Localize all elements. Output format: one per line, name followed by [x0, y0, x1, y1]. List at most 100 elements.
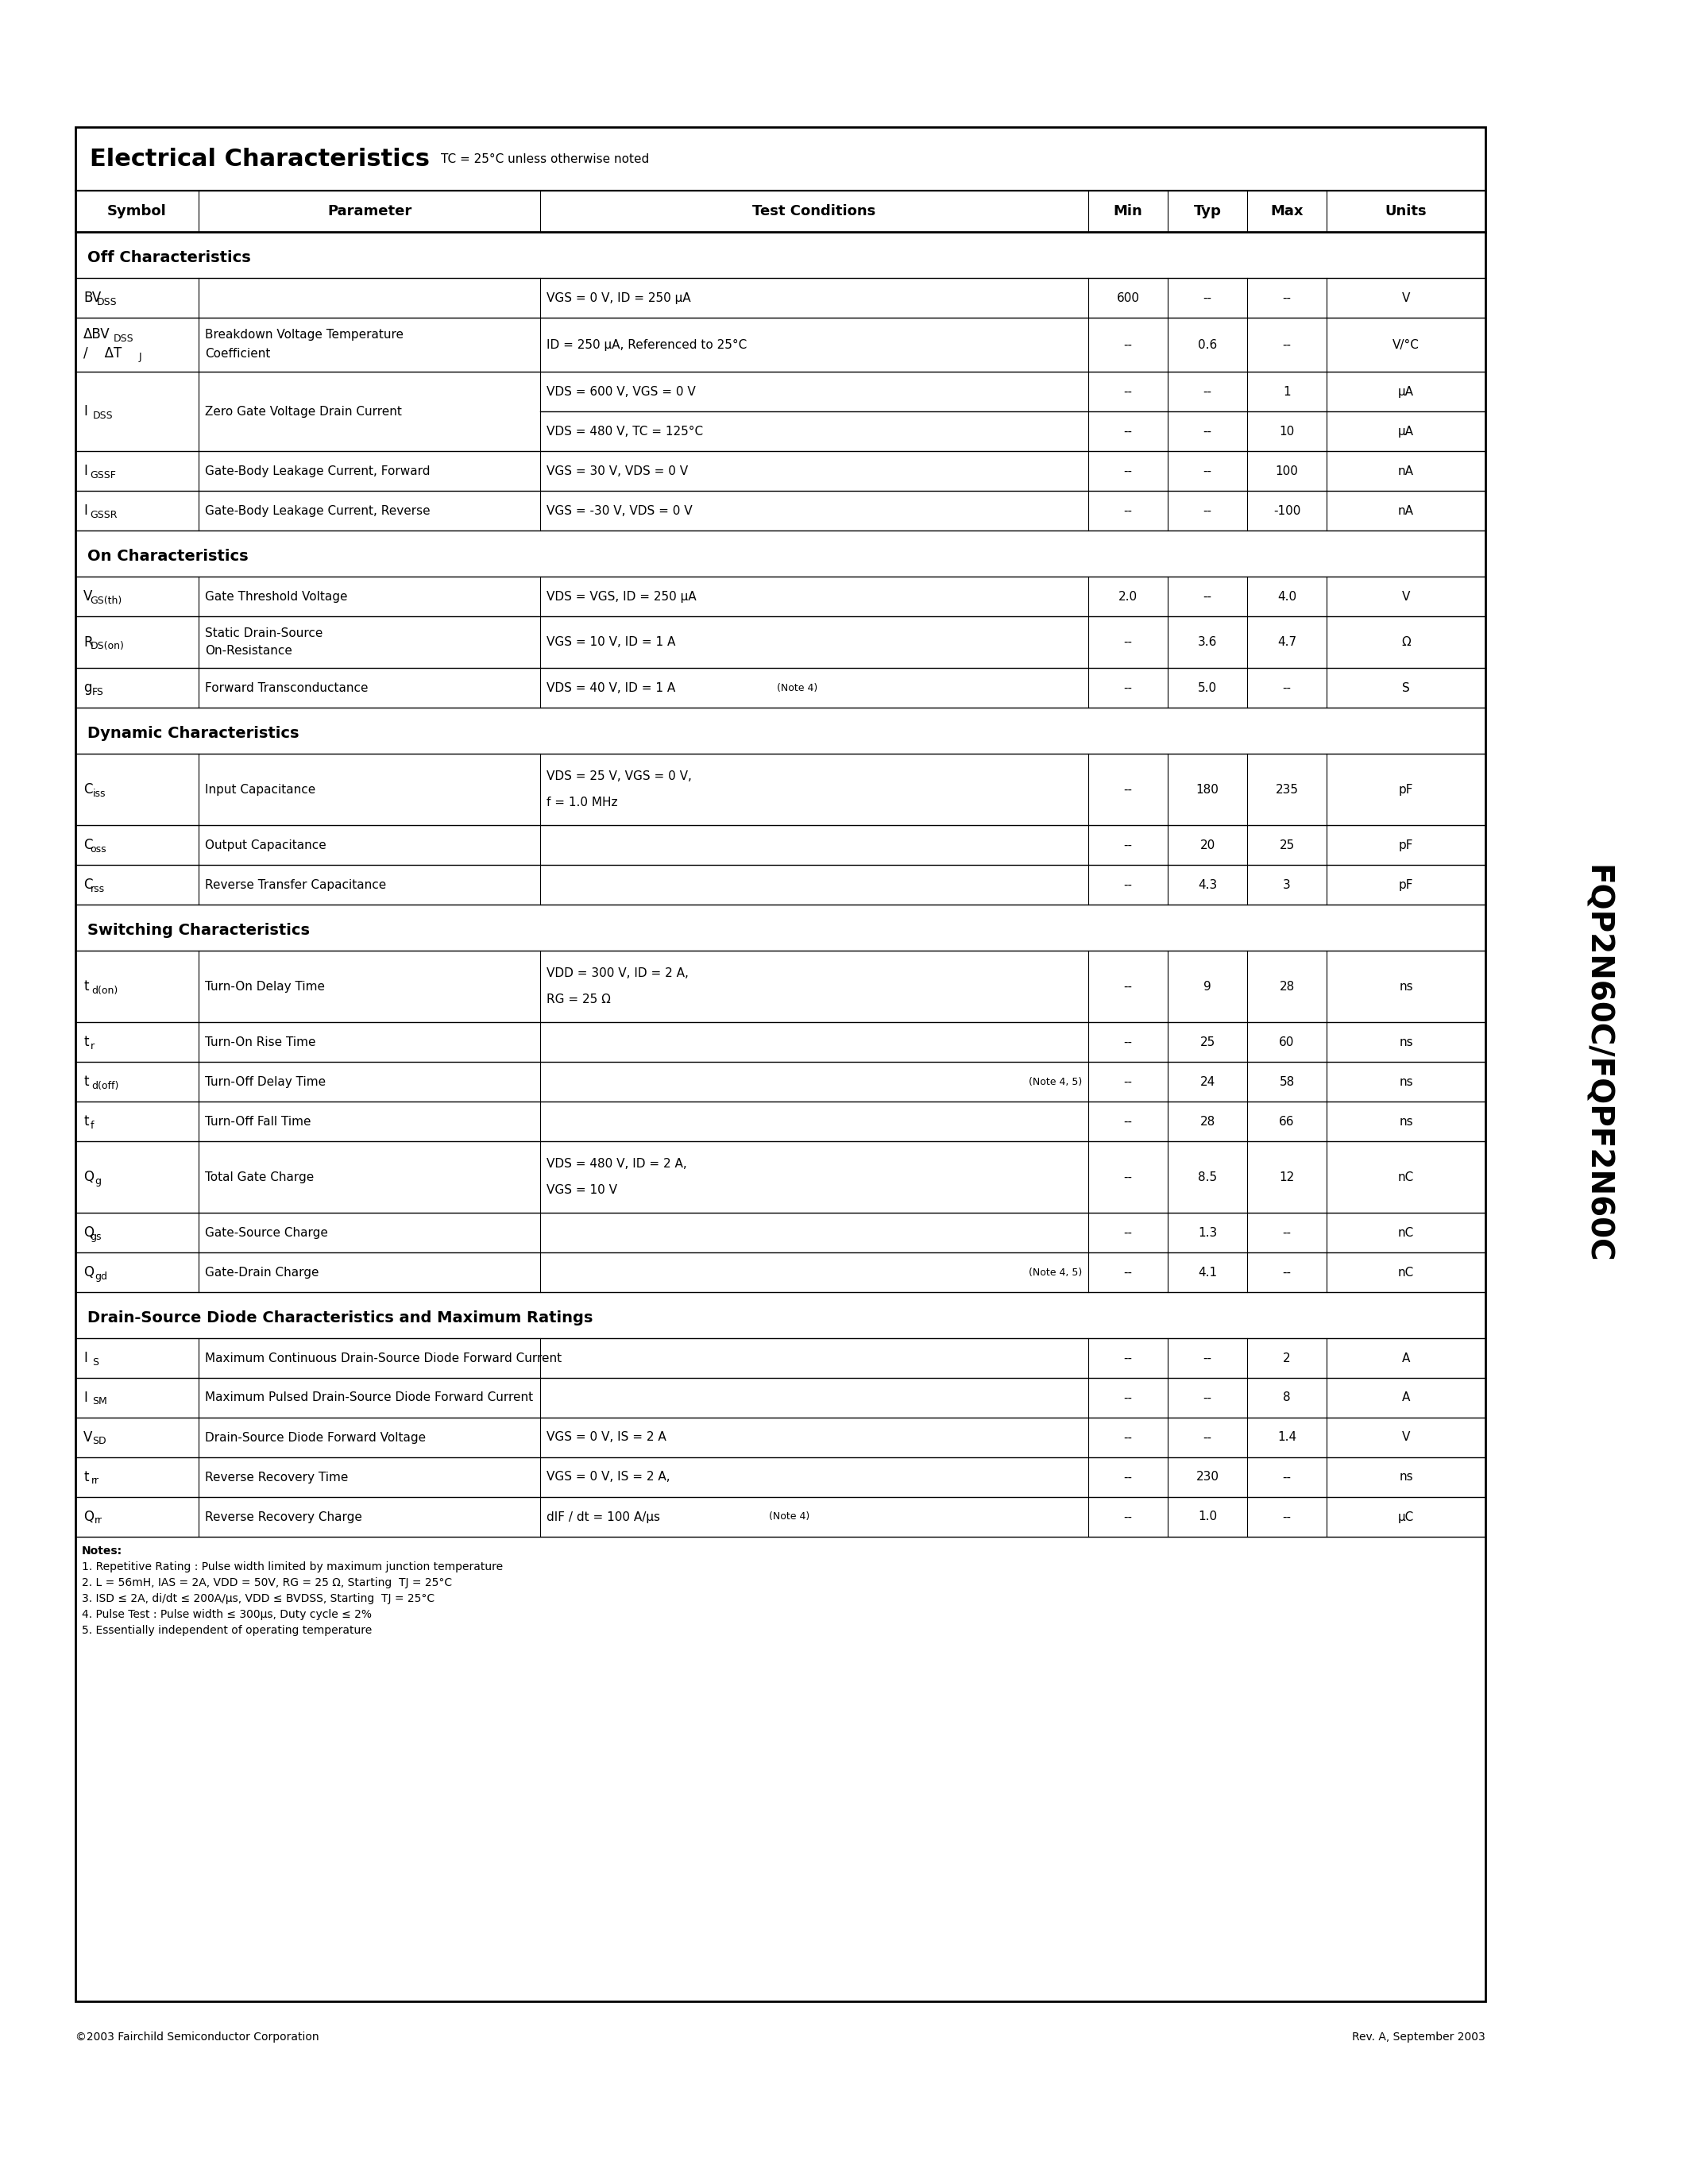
Text: --: --	[1124, 1511, 1133, 1522]
Text: 4. Pulse Test : Pulse width ≤ 300μs, Duty cycle ≤ 2%: 4. Pulse Test : Pulse width ≤ 300μs, Dut…	[81, 1610, 371, 1621]
Text: ns: ns	[1399, 1116, 1413, 1127]
Text: I: I	[83, 1352, 88, 1365]
Text: pF: pF	[1399, 839, 1413, 852]
Text: --: --	[1124, 426, 1133, 437]
Text: --: --	[1124, 636, 1133, 649]
Text: 2. L = 56mH, IAS = 2A, VDD = 50V, RG = 25 Ω, Starting  TJ = 25°C: 2. L = 56mH, IAS = 2A, VDD = 50V, RG = 2…	[81, 1577, 452, 1588]
Text: Turn-Off Delay Time: Turn-Off Delay Time	[204, 1077, 326, 1088]
Text: Turn-On Delay Time: Turn-On Delay Time	[204, 981, 324, 992]
Text: 1.3: 1.3	[1198, 1227, 1217, 1238]
Text: Maximum Pulsed Drain-Source Diode Forward Current: Maximum Pulsed Drain-Source Diode Forwar…	[204, 1391, 533, 1404]
Text: Input Capacitance: Input Capacitance	[204, 784, 316, 795]
Text: --: --	[1204, 1431, 1212, 1444]
Text: --: --	[1124, 1472, 1133, 1483]
Text: Dynamic Characteristics: Dynamic Characteristics	[88, 725, 299, 740]
Text: VGS = 10 V, ID = 1 A: VGS = 10 V, ID = 1 A	[547, 636, 675, 649]
Text: --: --	[1283, 1227, 1291, 1238]
Text: ns: ns	[1399, 981, 1413, 992]
Text: Coefficient: Coefficient	[204, 347, 270, 360]
Text: --: --	[1204, 387, 1212, 397]
Text: 5. Essentially independent of operating temperature: 5. Essentially independent of operating …	[81, 1625, 371, 1636]
Text: /    ΔT: / ΔT	[83, 345, 122, 360]
Text: Gate Threshold Voltage: Gate Threshold Voltage	[204, 590, 348, 603]
Bar	[76, 127, 1485, 2001]
Text: --: --	[1204, 1352, 1212, 1365]
Text: --: --	[1124, 839, 1133, 852]
Text: VDD = 300 V, ID = 2 A,: VDD = 300 V, ID = 2 A,	[547, 968, 689, 978]
Text: (Note 4, 5): (Note 4, 5)	[1028, 1267, 1082, 1278]
Text: Gate-Source Charge: Gate-Source Charge	[204, 1227, 327, 1238]
Text: 100: 100	[1276, 465, 1298, 476]
Text: Output Capacitance: Output Capacitance	[204, 839, 326, 852]
Text: 2.0: 2.0	[1119, 590, 1138, 603]
Text: ID = 250 μA, Referenced to 25°C: ID = 250 μA, Referenced to 25°C	[547, 339, 746, 352]
Text: GS(th): GS(th)	[89, 596, 122, 605]
Text: --: --	[1283, 1511, 1291, 1522]
Text: VDS = 600 V, VGS = 0 V: VDS = 600 V, VGS = 0 V	[547, 387, 695, 397]
Text: V: V	[1401, 1431, 1409, 1444]
Text: ns: ns	[1399, 1035, 1413, 1048]
Text: 4.7: 4.7	[1278, 636, 1296, 649]
Text: --: --	[1124, 1431, 1133, 1444]
Text: --: --	[1124, 784, 1133, 795]
Text: 20: 20	[1200, 839, 1215, 852]
Text: Rev. A, September 2003: Rev. A, September 2003	[1352, 2031, 1485, 2042]
Text: pF: pF	[1399, 878, 1413, 891]
Text: μA: μA	[1398, 426, 1415, 437]
Text: 230: 230	[1195, 1472, 1219, 1483]
Text: t: t	[83, 1114, 88, 1129]
Text: 24: 24	[1200, 1077, 1215, 1088]
Text: --: --	[1124, 387, 1133, 397]
Text: nC: nC	[1398, 1227, 1415, 1238]
Text: GSSF: GSSF	[89, 470, 116, 480]
Text: On-Resistance: On-Resistance	[204, 644, 292, 657]
Text: C: C	[83, 782, 93, 797]
Text: (Note 4, 5): (Note 4, 5)	[1028, 1077, 1082, 1088]
Text: I: I	[83, 505, 88, 518]
Text: TC = 25°C unless otherwise noted: TC = 25°C unless otherwise noted	[441, 153, 650, 164]
Text: pF: pF	[1399, 784, 1413, 795]
Text: 58: 58	[1280, 1077, 1295, 1088]
Text: gd: gd	[95, 1271, 108, 1282]
Text: 1: 1	[1283, 387, 1291, 397]
Text: g: g	[83, 681, 91, 695]
Text: --: --	[1283, 681, 1291, 695]
Text: --: --	[1204, 426, 1212, 437]
Text: 4.1: 4.1	[1198, 1267, 1217, 1278]
Text: 3. ISD ≤ 2A, di/dt ≤ 200A/μs, VDD ≤ BVDSS, Starting  TJ = 25°C: 3. ISD ≤ 2A, di/dt ≤ 200A/μs, VDD ≤ BVDS…	[81, 1592, 434, 1605]
Text: Q: Q	[83, 1265, 95, 1280]
Text: t: t	[83, 978, 88, 994]
Text: VDS = 480 V, ID = 2 A,: VDS = 480 V, ID = 2 A,	[547, 1158, 687, 1171]
Text: FS: FS	[93, 686, 105, 697]
Text: d(off): d(off)	[91, 1081, 118, 1090]
Text: V: V	[83, 590, 93, 603]
Text: nC: nC	[1398, 1267, 1415, 1278]
Text: 28: 28	[1280, 981, 1295, 992]
Text: 1.0: 1.0	[1198, 1511, 1217, 1522]
Text: Q: Q	[83, 1225, 95, 1241]
Text: --: --	[1283, 1472, 1291, 1483]
Text: Turn-Off Fall Time: Turn-Off Fall Time	[204, 1116, 311, 1127]
Text: 25: 25	[1200, 1035, 1215, 1048]
Text: nA: nA	[1398, 465, 1415, 476]
Text: ns: ns	[1399, 1472, 1413, 1483]
Text: Reverse Transfer Capacitance: Reverse Transfer Capacitance	[204, 878, 387, 891]
Text: Units: Units	[1386, 203, 1426, 218]
Text: rss: rss	[89, 885, 105, 893]
Text: Symbol: Symbol	[108, 203, 167, 218]
Text: A: A	[1401, 1352, 1409, 1365]
Text: 60: 60	[1280, 1035, 1295, 1048]
Text: Forward Transconductance: Forward Transconductance	[204, 681, 368, 695]
Text: 4.3: 4.3	[1198, 878, 1217, 891]
Text: Gate-Body Leakage Current, Reverse: Gate-Body Leakage Current, Reverse	[204, 505, 430, 518]
Text: 8: 8	[1283, 1391, 1291, 1404]
Text: Max: Max	[1271, 203, 1303, 218]
Text: Gate-Body Leakage Current, Forward: Gate-Body Leakage Current, Forward	[204, 465, 430, 476]
Text: Turn-On Rise Time: Turn-On Rise Time	[204, 1035, 316, 1048]
Text: VDS = VGS, ID = 250 μA: VDS = VGS, ID = 250 μA	[547, 590, 697, 603]
Text: --: --	[1204, 465, 1212, 476]
Text: Zero Gate Voltage Drain Current: Zero Gate Voltage Drain Current	[204, 406, 402, 417]
Text: Notes:: Notes:	[81, 1546, 123, 1557]
Text: Gate-Drain Charge: Gate-Drain Charge	[204, 1267, 319, 1278]
Text: VGS = -30 V, VDS = 0 V: VGS = -30 V, VDS = 0 V	[547, 505, 692, 518]
